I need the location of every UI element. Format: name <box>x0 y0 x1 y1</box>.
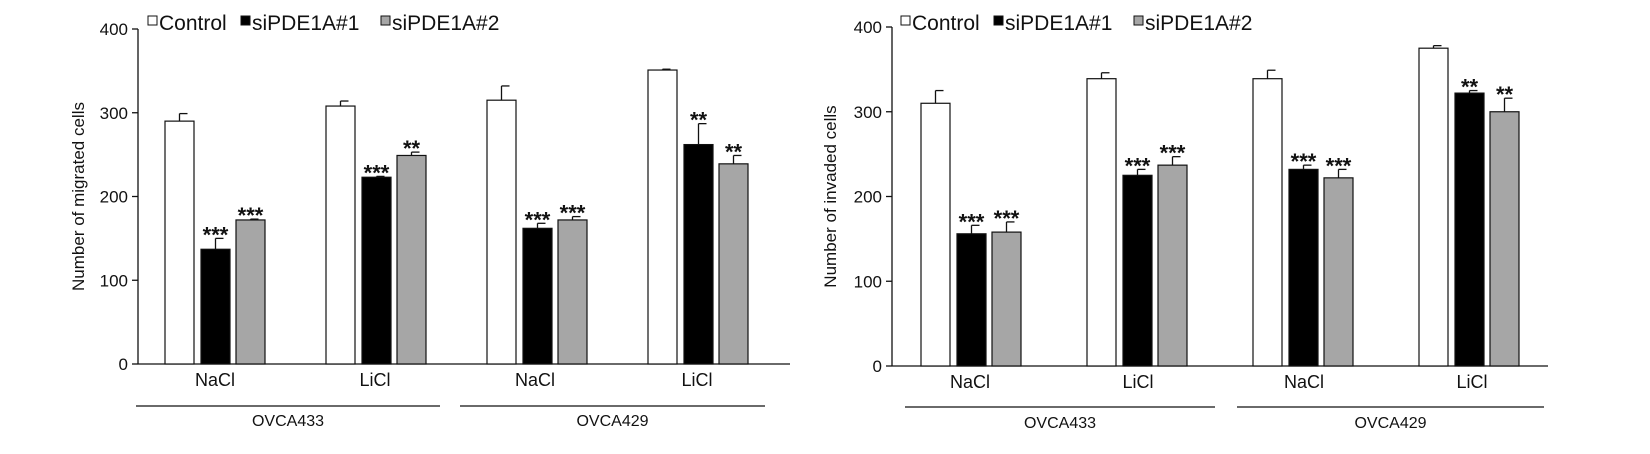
significance-label: *** <box>1160 141 1186 166</box>
bar <box>325 105 356 365</box>
legend-swatch <box>1133 15 1144 26</box>
legend-swatch <box>240 15 251 26</box>
legend-label: siPDE1A#1 <box>1005 12 1112 35</box>
bar <box>956 233 987 367</box>
bar <box>683 143 714 365</box>
x-tick-label: LiCl <box>359 370 390 390</box>
bar <box>647 69 678 365</box>
significance-label: *** <box>994 206 1020 231</box>
x-tick-label: NaCl <box>515 370 555 390</box>
group-label: OVCA429 <box>1354 415 1426 432</box>
legend-swatch <box>147 15 158 26</box>
bar <box>1086 78 1117 367</box>
y-tick-label: 400 <box>854 18 882 37</box>
y-tick-label: 300 <box>100 104 128 123</box>
x-tick-label: LiCl <box>681 370 712 390</box>
significance-label: *** <box>1326 153 1352 178</box>
x-tick-label: NaCl <box>1284 372 1324 392</box>
bar <box>1122 174 1153 367</box>
bar <box>1489 111 1520 367</box>
y-axis-label: Number of invaded cells <box>821 105 840 287</box>
y-tick-label: 0 <box>873 357 882 376</box>
legend-swatch <box>993 15 1004 26</box>
x-tick-label: LiCl <box>1122 372 1153 392</box>
y-tick-label: 100 <box>100 271 128 290</box>
y-tick-label: 300 <box>854 103 882 122</box>
group-label: OVCA433 <box>1024 415 1096 432</box>
bar <box>1252 78 1283 367</box>
significance-label: *** <box>959 209 985 234</box>
legend-swatch <box>380 15 391 26</box>
significance-label: ** <box>1461 75 1479 100</box>
y-tick-label: 100 <box>854 272 882 291</box>
bar <box>920 102 951 367</box>
bar <box>557 219 588 365</box>
significance-label: ** <box>725 139 743 164</box>
significance-label: ** <box>690 108 708 133</box>
legend-label: Control <box>912 12 980 35</box>
x-tick-label: NaCl <box>195 370 235 390</box>
legend-swatch <box>900 15 911 26</box>
x-tick-label: LiCl <box>1456 372 1487 392</box>
bar <box>718 163 749 365</box>
group-label: OVCA429 <box>576 413 648 430</box>
y-tick-label: 200 <box>854 188 882 207</box>
bar <box>1454 92 1485 367</box>
y-tick-label: 200 <box>100 188 128 207</box>
group-label: OVCA433 <box>252 413 324 430</box>
significance-label: *** <box>1291 149 1317 174</box>
significance-label: *** <box>203 222 229 247</box>
bar <box>1288 168 1319 367</box>
legend-label: siPDE1A#1 <box>252 12 359 35</box>
bar <box>1157 164 1188 367</box>
bar <box>164 120 195 365</box>
y-tick-label: 400 <box>100 20 128 39</box>
legend-label: siPDE1A#2 <box>1145 12 1252 35</box>
bar <box>486 99 517 365</box>
bar <box>361 176 392 365</box>
bar <box>1418 47 1449 367</box>
bar <box>235 219 266 365</box>
bar <box>1323 177 1354 367</box>
x-tick-label: NaCl <box>950 372 990 392</box>
bar <box>991 231 1022 367</box>
bar <box>396 154 427 365</box>
y-axis-label: Number of migrated cells <box>69 102 88 291</box>
bar <box>522 227 553 365</box>
significance-label: *** <box>238 203 264 228</box>
bar <box>200 248 231 365</box>
legend-label: Control <box>159 12 227 35</box>
significance-label: ** <box>403 136 421 161</box>
significance-label: *** <box>525 207 551 232</box>
significance-label: *** <box>1125 153 1151 178</box>
significance-label: *** <box>364 160 390 185</box>
y-tick-label: 0 <box>119 355 128 374</box>
significance-label: ** <box>1496 82 1514 107</box>
significance-label: *** <box>560 201 586 226</box>
legend-label: siPDE1A#2 <box>392 12 499 35</box>
